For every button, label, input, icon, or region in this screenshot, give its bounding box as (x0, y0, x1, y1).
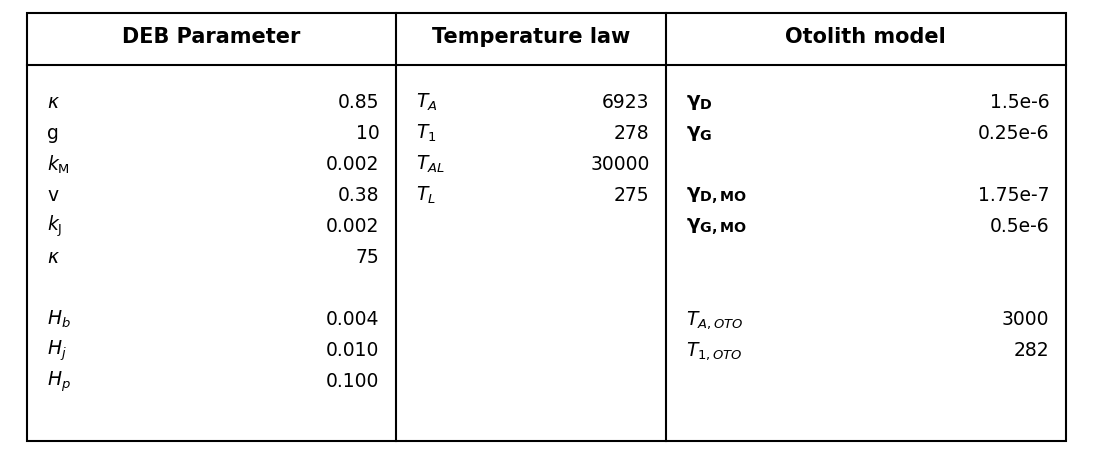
Text: $T_L$: $T_L$ (415, 185, 436, 206)
Text: $H_j$: $H_j$ (47, 338, 67, 362)
Text: 30000: 30000 (590, 155, 649, 174)
Text: 1.75e-7: 1.75e-7 (978, 186, 1049, 205)
Text: $T_{A,OTO}$: $T_{A,OTO}$ (685, 308, 743, 330)
Text: $k_\mathsf{M}$: $k_\mathsf{M}$ (47, 153, 70, 175)
Text: $T_{AL}$: $T_{AL}$ (415, 154, 445, 175)
Text: DEB Parameter: DEB Parameter (122, 27, 301, 47)
Text: 0.002: 0.002 (326, 217, 379, 236)
Text: 275: 275 (614, 186, 649, 205)
Text: $\kappa$: $\kappa$ (47, 93, 60, 112)
Text: $k_\mathsf{J}$: $k_\mathsf{J}$ (47, 213, 62, 239)
Text: $\mathbf{\gamma_G}$: $\mathbf{\gamma_G}$ (685, 124, 713, 143)
Text: $\mathbf{\gamma_D}$: $\mathbf{\gamma_D}$ (685, 93, 713, 112)
Text: g: g (47, 124, 59, 143)
Text: $T_1$: $T_1$ (415, 123, 436, 144)
Text: $T_A$: $T_A$ (415, 92, 437, 113)
Text: 0.85: 0.85 (338, 93, 379, 112)
Text: 0.010: 0.010 (326, 340, 379, 359)
Text: $H_p$: $H_p$ (47, 369, 71, 393)
Text: 282: 282 (1013, 340, 1049, 359)
Text: 3000: 3000 (1002, 309, 1049, 329)
Text: 0.002: 0.002 (326, 155, 379, 174)
Text: $\mathbf{\gamma_{D,MO}}$: $\mathbf{\gamma_{D,MO}}$ (685, 185, 747, 205)
Text: $\mathbf{\gamma_{G,MO}}$: $\mathbf{\gamma_{G,MO}}$ (685, 216, 747, 236)
Text: v: v (47, 186, 58, 205)
Text: 0.5e-6: 0.5e-6 (989, 217, 1049, 236)
Text: $T_{1,OTO}$: $T_{1,OTO}$ (685, 339, 742, 361)
Text: 1.5e-6: 1.5e-6 (989, 93, 1049, 112)
Text: Temperature law: Temperature law (432, 27, 630, 47)
Text: $\kappa$: $\kappa$ (47, 248, 60, 267)
Text: 6923: 6923 (602, 93, 649, 112)
Text: 75: 75 (356, 248, 379, 267)
Text: $H_b$: $H_b$ (47, 308, 71, 329)
Text: 0.38: 0.38 (338, 186, 379, 205)
Text: 278: 278 (614, 124, 649, 143)
Text: 0.100: 0.100 (326, 371, 379, 390)
Text: 10: 10 (356, 124, 379, 143)
Text: Otolith model: Otolith model (786, 27, 947, 47)
Text: 0.004: 0.004 (326, 309, 379, 329)
Text: 0.25e-6: 0.25e-6 (978, 124, 1049, 143)
